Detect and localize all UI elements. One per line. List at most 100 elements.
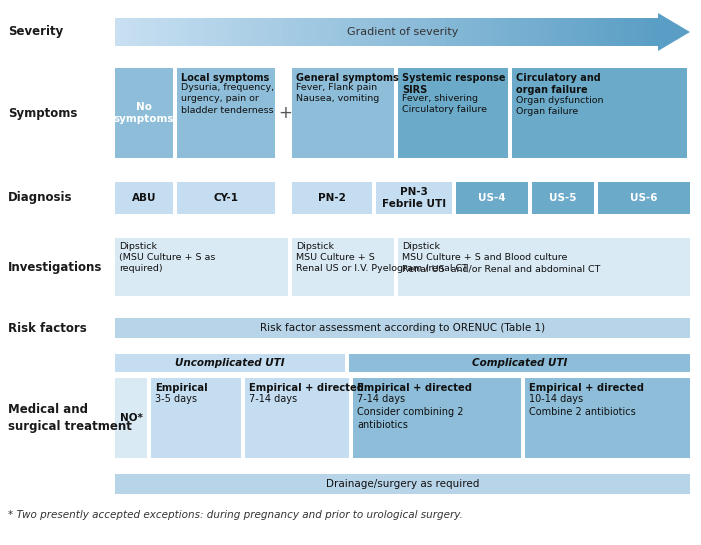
Bar [441, 18, 447, 46]
Bar [457, 18, 463, 46]
Bar [473, 18, 479, 46]
Bar [533, 18, 539, 46]
Text: Circulatory and
organ failure: Circulatory and organ failure [516, 73, 601, 95]
Bar [468, 18, 474, 46]
Bar [550, 18, 555, 46]
Bar [403, 18, 409, 46]
Text: General symptoms: General symptoms [296, 73, 399, 83]
Text: CY-1: CY-1 [214, 193, 238, 203]
Bar [177, 182, 275, 214]
Text: Dipstick
MSU Culture + S
Renal US or I.V. Pyelogram /renal CT: Dipstick MSU Culture + S Renal US or I.V… [296, 242, 468, 273]
Text: Severity: Severity [8, 26, 63, 39]
Text: ABU: ABU [132, 193, 156, 203]
Bar [240, 18, 246, 46]
Bar [653, 18, 658, 46]
Text: Drainage/surgery as required: Drainage/surgery as required [326, 479, 479, 489]
Bar [115, 354, 345, 372]
Text: US-4: US-4 [478, 193, 506, 203]
Bar [207, 18, 213, 46]
Bar [115, 68, 173, 158]
Bar [349, 354, 690, 372]
Bar [332, 18, 338, 46]
Text: Dipstick
(MSU Culture + S as
required): Dipstick (MSU Culture + S as required) [119, 242, 215, 273]
Bar [292, 68, 394, 158]
Bar [234, 18, 240, 46]
Bar [365, 18, 371, 46]
Bar [397, 18, 403, 46]
Bar [126, 18, 132, 46]
Bar [376, 18, 381, 46]
Bar [321, 18, 327, 46]
Bar [229, 18, 235, 46]
Bar [625, 18, 632, 46]
Text: +: + [278, 104, 292, 122]
Bar [353, 378, 521, 458]
Text: Empirical + directed: Empirical + directed [249, 383, 364, 393]
Bar [451, 18, 458, 46]
Bar [386, 18, 393, 46]
Bar [153, 18, 159, 46]
Text: US-6: US-6 [630, 193, 658, 203]
Text: NO*: NO* [120, 413, 142, 423]
Bar [164, 18, 170, 46]
Bar [261, 18, 268, 46]
Bar [631, 18, 637, 46]
Bar [571, 18, 577, 46]
Bar [456, 182, 528, 214]
Bar [376, 182, 452, 214]
Polygon shape [658, 13, 690, 51]
Text: Fever, Flank pain
Nausea, vomiting: Fever, Flank pain Nausea, vomiting [296, 83, 379, 104]
Bar [398, 238, 690, 296]
Text: PN-2: PN-2 [318, 193, 346, 203]
Bar [495, 18, 501, 46]
Bar [245, 378, 349, 458]
Bar [604, 18, 610, 46]
Bar [218, 18, 224, 46]
Bar [414, 18, 420, 46]
Bar [202, 18, 207, 46]
Bar [348, 18, 355, 46]
Text: Organ dysfunction
Organ failure: Organ dysfunction Organ failure [516, 96, 604, 117]
Bar [525, 378, 690, 458]
Bar [131, 18, 137, 46]
Bar [338, 18, 343, 46]
Bar [137, 18, 142, 46]
Text: Local symptoms: Local symptoms [181, 73, 269, 83]
Bar [180, 18, 186, 46]
Bar [512, 18, 517, 46]
Bar [177, 68, 275, 158]
Text: Investigations: Investigations [8, 261, 102, 274]
Bar [267, 18, 273, 46]
Bar [506, 18, 512, 46]
Text: 3-5 days: 3-5 days [155, 394, 197, 404]
Bar [544, 18, 550, 46]
Text: 7-14 days: 7-14 days [249, 394, 297, 404]
Bar [641, 18, 648, 46]
Bar [115, 182, 173, 214]
Bar [484, 18, 490, 46]
Bar [381, 18, 387, 46]
Text: Fever, shivering
Circulatory failure: Fever, shivering Circulatory failure [402, 94, 487, 114]
Bar [158, 18, 164, 46]
Bar [522, 18, 528, 46]
Text: Diagnosis: Diagnosis [8, 191, 72, 204]
Bar [151, 378, 241, 458]
Bar [532, 182, 594, 214]
Text: PN-3
Febrile UTI: PN-3 Febrile UTI [382, 187, 446, 209]
Bar [343, 18, 349, 46]
Bar [292, 182, 372, 214]
Text: Complicated UTI: Complicated UTI [472, 358, 567, 368]
Text: Dysuria, frequency,
urgency, pain or
bladder tenderness: Dysuria, frequency, urgency, pain or bla… [181, 83, 274, 115]
Bar [370, 18, 376, 46]
Bar [435, 18, 442, 46]
Bar [256, 18, 262, 46]
Text: Medical and
surgical treatment: Medical and surgical treatment [8, 403, 132, 433]
Bar [289, 18, 294, 46]
Bar [512, 68, 687, 158]
Bar [517, 18, 523, 46]
Bar [593, 18, 599, 46]
Bar [245, 18, 251, 46]
Bar [598, 182, 690, 214]
Bar [170, 18, 175, 46]
Bar [186, 18, 191, 46]
